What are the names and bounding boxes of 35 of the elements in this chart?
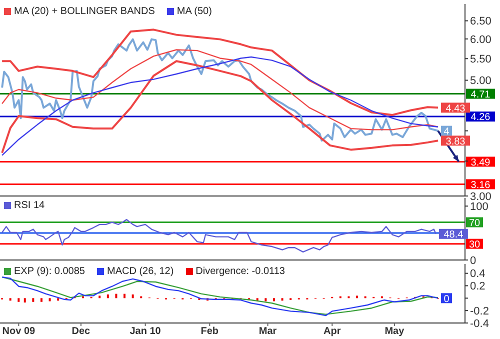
x-tick-label: Apr (324, 326, 341, 338)
x-tick-label: May (384, 326, 405, 338)
y-tick-label: -0.4 (470, 318, 489, 330)
y-tick-label: 6.00 (470, 34, 492, 46)
y-tick-label: 0 (470, 254, 476, 267)
y-tick-label: 100 (470, 200, 488, 213)
annotation: 3.83 (446, 136, 466, 148)
annotation: 4 (444, 126, 450, 138)
ref-line-label: 3.49 (470, 157, 491, 168)
legend-label: MACD (26, 12) (106, 266, 174, 277)
annotation: 48.4 (444, 230, 464, 241)
ref-line-label: 4.26 (470, 112, 491, 124)
y-tick-label: 0.4 (470, 268, 486, 280)
legend-label: RSI 14 (14, 200, 45, 211)
x-tick-label: Mar (258, 326, 277, 338)
x-tick-label: Dec (72, 326, 91, 338)
y-tick-label: 6.50 (470, 16, 492, 28)
y-tick-label: 3.00 (470, 190, 492, 203)
x-tick-label: Nov 09 (2, 326, 36, 338)
ref-line-label: 4.71 (470, 89, 491, 100)
y-tick-label: 5.50 (470, 54, 492, 66)
x-tick-label: Jan 10 (130, 326, 162, 338)
annotation: 0 (444, 294, 450, 305)
y-tick-label: -0.2 (470, 305, 489, 318)
y-tick-label: 5.00 (470, 75, 492, 88)
annotation: 4.43 (446, 103, 466, 114)
legend-label: MA (20) + BOLLINGER BANDS (14, 6, 155, 17)
ref-line-label: 3.16 (470, 180, 491, 191)
y-tick-label: 0.2 (470, 280, 486, 293)
legend-label: Divergence: -0.0113 (196, 266, 285, 277)
ref-line-label: 70 (468, 218, 480, 229)
x-tick-label: Feb (200, 326, 219, 338)
legend-label: MA (50) (176, 6, 212, 17)
legend-label: EXP (9): 0.0085 (14, 266, 85, 277)
ref-line-label: 30 (468, 239, 480, 250)
